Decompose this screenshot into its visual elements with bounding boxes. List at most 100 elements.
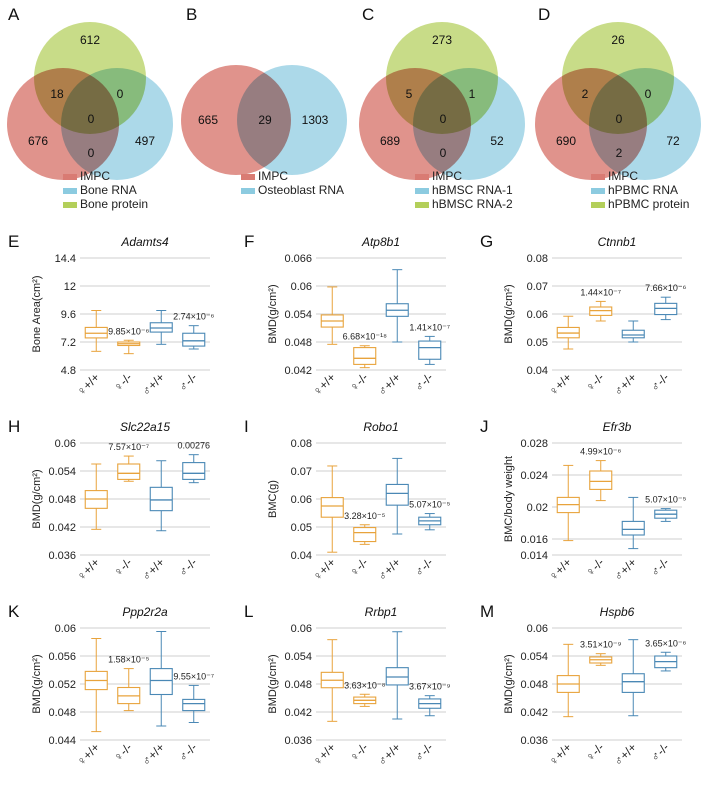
x-category-label: ♀-/- [347,370,371,394]
x-category-label: ♀-/- [583,370,607,394]
y-tick-label: 0.08 [291,438,312,450]
p-value-label: 3.28×10⁻⁵ [344,511,386,521]
y-axis-label: BMC(g) [267,480,279,518]
p-value-label: 5.07×10⁻⁵ [409,500,451,510]
panel-letter: M [480,602,494,621]
y-tick-label: 0.052 [48,679,76,691]
gene-title: Robo1 [363,420,398,434]
venn-count-impc-green: 5 [406,87,413,101]
venn-count-center: 0 [616,112,623,126]
legend-swatch [241,188,255,194]
x-category-label: ♀+/+ [74,555,103,584]
y-tick-label: 0.024 [520,470,548,482]
y-axis-label: Bone Area(cm²) [31,275,43,352]
y-tick-label: 0.08 [527,253,548,265]
box-3 [149,310,173,345]
y-tick-label: 4.8 [61,365,76,377]
box-iqr [353,527,377,543]
legend-label: IMPC [608,169,638,183]
panel-letter: E [8,232,19,251]
venn-count-impc-only: 689 [380,134,400,148]
y-tick-label: 0.042 [520,707,548,719]
box-iqr [353,347,377,365]
legend-label: IMPC [80,169,110,183]
panel-letter: A [8,5,20,24]
x-category-label: ♀+/+ [546,370,575,399]
box-3 [149,631,173,727]
box-1 [320,465,344,553]
p-value-label: 4.99×10⁻⁶ [580,447,622,457]
box-iqr [589,470,613,490]
y-axis-label: BMC/body weight [503,456,515,542]
x-category-label: ♂+/+ [375,740,404,769]
x-category-label: ♀-/- [111,555,135,579]
legend-swatch [415,174,429,180]
boxplot-panel-m: M Hspb6 0.06 0.054 0.048 0.042 0.036 BMD(g/cm²)… [480,602,687,769]
venn-count-impc-green: 2 [582,87,589,101]
y-tick-label: 0.036 [48,550,76,562]
venn-count-green-only: 612 [80,33,100,47]
y-tick-label: 0.014 [520,550,548,562]
box-4 [654,651,678,672]
x-category-label: ♀+/+ [74,370,103,399]
box-iqr [621,673,645,693]
p-value-label: 1.41×10⁻⁷ [409,322,450,332]
box-1 [84,463,108,530]
p-value-label: 2.74×10⁻⁶ [173,312,215,322]
x-category-label: ♂+/+ [139,555,168,584]
venn-circle-protein [562,22,674,134]
box-iqr [385,483,409,506]
panel-letter: L [244,602,253,621]
p-value-label: 7.66×10⁻⁶ [645,283,687,293]
y-tick-label: 0.05 [291,522,312,534]
p-value-label: 3.67×10⁻⁹ [409,682,451,692]
y-axis-label: BMD(g/cm²) [31,469,43,528]
y-tick-label: 0.06 [55,438,76,450]
legend-swatch [591,202,605,208]
y-tick-label: 0.054 [284,651,312,663]
y-tick-label: 0.06 [55,623,76,635]
venn-circle-protein [34,22,146,134]
p-value-label: 6.68×10⁻¹⁸ [343,332,388,342]
x-category-label: ♂-/- [412,555,436,579]
box-4 [182,454,206,484]
box-iqr [621,520,645,536]
panel-letter: G [480,232,493,251]
legend-swatch [63,202,77,208]
legend-swatch [63,174,77,180]
x-category-label: ♀-/- [583,740,607,764]
y-tick-label: 0.054 [520,651,548,663]
x-category-label: ♂+/+ [139,740,168,769]
box-1 [320,639,344,722]
y-axis-label: BMD(g/cm²) [503,654,515,713]
p-value-label: 9.85×10⁻⁶ [108,326,150,336]
y-tick-label: 0.06 [291,623,312,635]
box-4 [654,508,678,522]
box-1 [556,643,580,718]
y-tick-label: 0.07 [291,466,312,478]
legend-swatch [241,174,255,180]
y-tick-label: 9.6 [61,309,76,321]
x-category-label: ♂+/+ [611,555,640,584]
venn-count-blue-only: 497 [135,134,155,148]
x-category-label: ♂-/- [412,370,436,394]
box-2 [589,460,613,502]
y-tick-label: 0.06 [291,281,312,293]
box-iqr [320,497,344,518]
y-tick-label: 0.066 [284,253,312,265]
box-2 [353,693,377,707]
venn-count-overlap: 29 [258,113,272,127]
legend-label: hPBMC protein [608,197,689,211]
venn-count-impc-green: 18 [50,87,64,101]
x-category-label: ♀-/- [583,555,607,579]
y-tick-label: 0.048 [284,679,312,691]
p-value-label: 1.44×10⁻⁷ [580,287,621,297]
box-4 [418,335,442,365]
box-iqr [418,340,442,360]
p-value-label: 3.65×10⁻⁶ [645,638,687,648]
boxplot-panel-e: E Adamts4 14.4 12 9.6 7.2 4.8 Bone Area(cm²) ♀+/… [8,232,215,399]
gene-title: Slc22a15 [120,420,170,434]
y-tick-label: 0.036 [284,735,312,747]
y-tick-label: 0.042 [284,365,312,377]
